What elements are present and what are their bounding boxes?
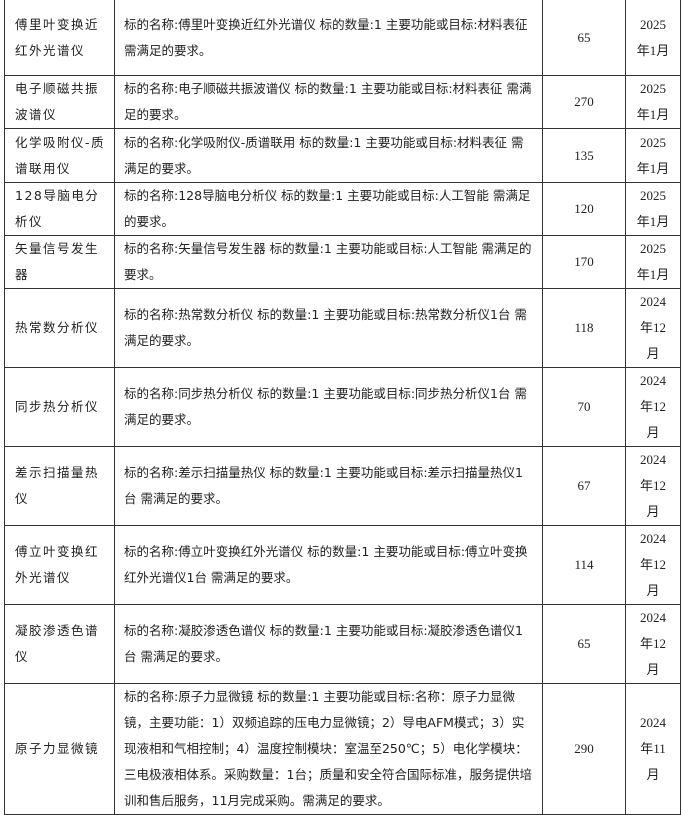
- item-description: 标的名称:热常数分析仪 标的数量:1 主要功能或目标:热常数分析仪1台 需满足的…: [114, 288, 543, 368]
- item-name: 傅立叶变换红外光谱仪: [4, 525, 115, 605]
- item-date: 2024年11月: [625, 683, 681, 815]
- item-description: 标的名称:矢量信号发生器 标的数量:1 主要功能或目标:人工智能 需满足的要求。: [114, 235, 543, 289]
- item-budget: 65: [542, 604, 626, 684]
- item-name: 化学吸附仪-质谱联用仪: [4, 128, 115, 183]
- item-date: 2024年12月: [625, 525, 681, 605]
- item-budget: 114: [542, 525, 626, 605]
- table-row: 电子顺磁共振波谱仪 标的名称:电子顺磁共振波谱仪 标的数量:1 主要功能或目标:…: [4, 75, 681, 129]
- item-description: 标的名称:电子顺磁共振波谱仪 标的数量:1 主要功能或目标:材料表征 需满足的要…: [114, 75, 543, 129]
- item-description: 标的名称:差示扫描量热仪 标的数量:1 主要功能或目标:差示扫描量热仪1台 需满…: [114, 446, 543, 526]
- item-description: 标的名称:128导脑电分析仪 标的数量:1 主要功能或目标:人工智能 需满足的要…: [114, 182, 543, 236]
- table-row: 热常数分析仪 标的名称:热常数分析仪 标的数量:1 主要功能或目标:热常数分析仪…: [4, 288, 681, 368]
- item-description: 标的名称:傅立叶变换红外光谱仪 标的数量:1 主要功能或目标:傅立叶变换红外光谱…: [114, 525, 543, 605]
- item-budget: 270: [542, 75, 626, 129]
- item-name: 原子力显微镜: [4, 683, 115, 815]
- item-budget: 120: [542, 182, 626, 236]
- item-name: 傅里叶变换近红外光谱仪: [4, 0, 115, 76]
- table-row: 化学吸附仪-质谱联用仪 标的名称:化学吸附仪-质谱联用 标的数量:1 主要功能或…: [4, 128, 681, 183]
- item-date: 2024年12月: [625, 367, 681, 447]
- item-description: 标的名称:原子力显微镜 标的数量:1 主要功能或目标:名称：原子力显微镜，主要功…: [114, 683, 543, 815]
- table-row: 傅立叶变换红外光谱仪 标的名称:傅立叶变换红外光谱仪 标的数量:1 主要功能或目…: [4, 525, 681, 605]
- item-budget: 135: [542, 128, 626, 183]
- item-name: 128导脑电分析仪: [4, 182, 115, 236]
- item-name: 热常数分析仪: [4, 288, 115, 368]
- item-date: 2025年1月: [625, 128, 681, 183]
- table-row: 差示扫描量热仪 标的名称:差示扫描量热仪 标的数量:1 主要功能或目标:差示扫描…: [4, 446, 681, 526]
- item-description: 标的名称:同步热分析仪 标的数量:1 主要功能或目标:同步热分析仪1台 需满足的…: [114, 367, 543, 447]
- item-date: 2024年12月: [625, 288, 681, 368]
- table-row: 傅里叶变换近红外光谱仪 标的名称:傅里叶变换近红外光谱仪 标的数量:1 主要功能…: [4, 0, 681, 76]
- item-name: 凝胶渗透色谱仪: [4, 604, 115, 684]
- item-budget: 65: [542, 0, 626, 76]
- table-row: 矢量信号发生器 标的名称:矢量信号发生器 标的数量:1 主要功能或目标:人工智能…: [4, 235, 681, 289]
- item-description: 标的名称:凝胶渗透色谱仪 标的数量:1 主要功能或目标:凝胶渗透色谱仪1台 需满…: [114, 604, 543, 684]
- item-budget: 170: [542, 235, 626, 289]
- item-date: 2025年1月: [625, 182, 681, 236]
- item-date: 2024年12月: [625, 604, 681, 684]
- item-date: 2025年1月: [625, 75, 681, 129]
- table-row: 凝胶渗透色谱仪 标的名称:凝胶渗透色谱仪 标的数量:1 主要功能或目标:凝胶渗透…: [4, 604, 681, 684]
- table-row: 原子力显微镜 标的名称:原子力显微镜 标的数量:1 主要功能或目标:名称：原子力…: [4, 683, 681, 815]
- item-budget: 290: [542, 683, 626, 815]
- item-description: 标的名称:傅里叶变换近红外光谱仪 标的数量:1 主要功能或目标:材料表征 需满足…: [114, 0, 543, 76]
- item-date: 2025年1月: [625, 0, 681, 76]
- item-budget: 67: [542, 446, 626, 526]
- procurement-table: 傅里叶变换近红外光谱仪 标的名称:傅里叶变换近红外光谱仪 标的数量:1 主要功能…: [4, 0, 681, 815]
- table-row: 同步热分析仪 标的名称:同步热分析仪 标的数量:1 主要功能或目标:同步热分析仪…: [4, 367, 681, 447]
- table-row: 128导脑电分析仪 标的名称:128导脑电分析仪 标的数量:1 主要功能或目标:…: [4, 182, 681, 236]
- item-description: 标的名称:化学吸附仪-质谱联用 标的数量:1 主要功能或目标:材料表征 需满足的…: [114, 128, 543, 183]
- item-date: 2024年12月: [625, 446, 681, 526]
- item-budget: 118: [542, 288, 626, 368]
- item-name: 矢量信号发生器: [4, 235, 115, 289]
- item-budget: 70: [542, 367, 626, 447]
- item-name: 差示扫描量热仪: [4, 446, 115, 526]
- item-name: 同步热分析仪: [4, 367, 115, 447]
- item-date: 2025年1月: [625, 235, 681, 289]
- item-name: 电子顺磁共振波谱仪: [4, 75, 115, 129]
